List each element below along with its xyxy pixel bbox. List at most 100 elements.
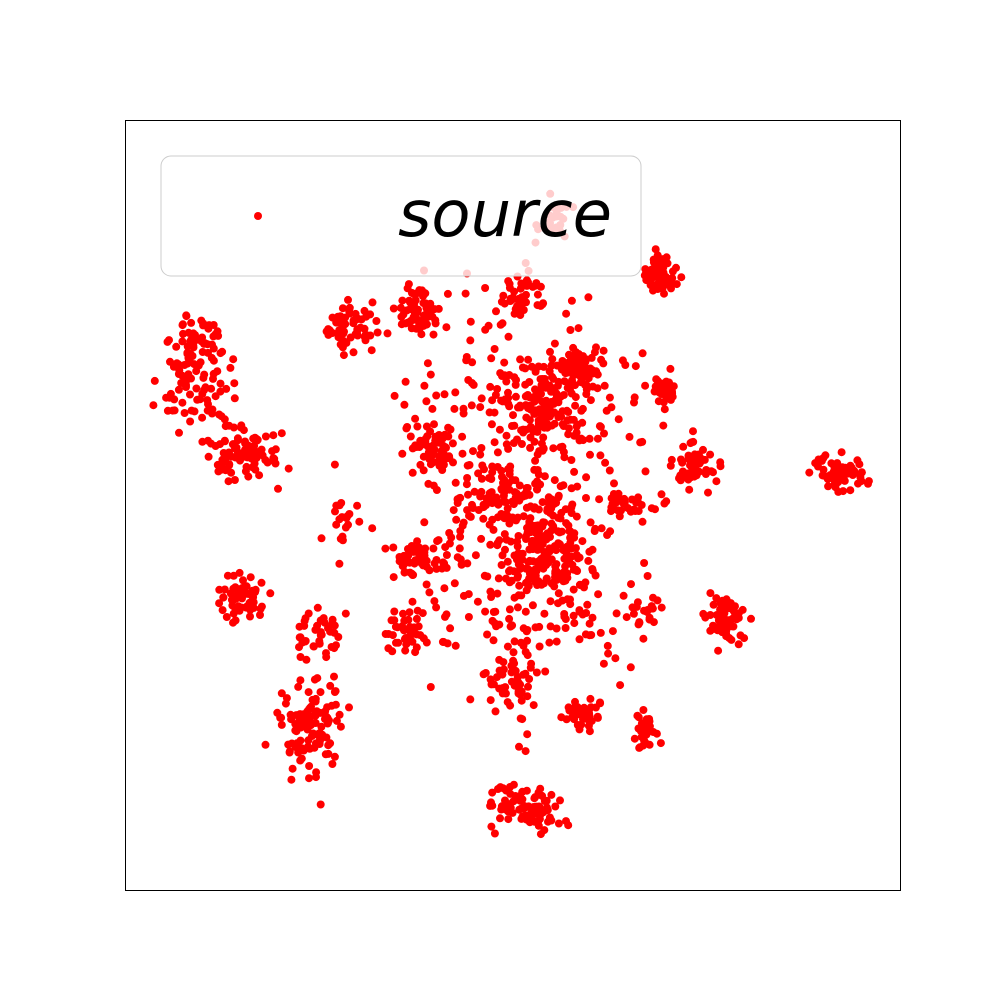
scatter-point xyxy=(638,349,647,358)
scatter-point xyxy=(614,489,623,498)
scatter-point xyxy=(607,503,616,512)
scatter-point xyxy=(458,432,467,441)
plot-frame xyxy=(125,120,901,891)
scatter-point xyxy=(633,497,642,506)
scatter-point xyxy=(247,454,256,463)
scatter-point xyxy=(516,804,525,813)
scatter-point xyxy=(428,404,437,413)
scatter-point xyxy=(579,436,588,445)
scatter-point xyxy=(605,466,614,475)
scatter-point xyxy=(528,536,537,545)
scatter-point xyxy=(593,712,602,721)
scatter-point xyxy=(546,622,555,631)
scatter-point xyxy=(209,344,218,353)
scatter-point xyxy=(581,578,590,587)
scatter-point xyxy=(569,585,578,594)
scatter-point xyxy=(413,422,422,431)
scatter-point xyxy=(597,524,606,533)
scatter-point xyxy=(230,603,239,612)
scatter-point xyxy=(564,424,573,433)
scatter-point xyxy=(479,514,488,523)
scatter-point xyxy=(574,324,583,333)
scatter-point xyxy=(187,318,196,327)
scatter-point xyxy=(251,585,260,594)
scatter-point xyxy=(470,487,479,496)
scatter-point xyxy=(506,462,515,471)
scatter-point xyxy=(634,724,643,733)
scatter-point xyxy=(186,417,195,426)
scatter-point xyxy=(192,367,201,376)
scatter-point xyxy=(390,391,399,400)
scatter-point xyxy=(422,638,431,647)
scatter-point xyxy=(187,374,195,383)
scatter-point xyxy=(712,477,721,486)
scatter-point xyxy=(565,706,574,715)
scatter-point xyxy=(331,687,340,696)
scatter-point xyxy=(430,597,439,606)
scatter-point xyxy=(449,506,458,515)
scatter-point xyxy=(296,736,305,745)
scatter-point xyxy=(685,485,694,494)
scatter-point xyxy=(575,709,583,718)
scatter-point xyxy=(696,458,705,467)
scatter-point xyxy=(574,350,583,358)
scatter-point xyxy=(542,796,551,805)
scatter-point xyxy=(476,492,485,501)
scatter-point xyxy=(562,309,571,318)
scatter-point xyxy=(530,794,539,803)
scatter-point xyxy=(626,663,635,672)
scatter-point xyxy=(389,543,398,552)
scatter-point xyxy=(683,469,692,478)
scatter-point xyxy=(511,666,520,675)
scatter-point xyxy=(284,464,293,473)
scatter-point xyxy=(204,400,212,409)
scatter-point xyxy=(662,253,671,262)
scatter-point xyxy=(551,802,560,811)
scatter-point xyxy=(268,447,277,456)
scatter-point xyxy=(402,306,411,315)
scatter-point xyxy=(384,644,393,653)
scatter-point xyxy=(339,351,348,360)
scatter-point xyxy=(501,689,510,698)
scatter-point xyxy=(294,748,303,757)
scatter-point xyxy=(641,467,650,476)
scatter-point xyxy=(517,696,526,705)
scatter-point xyxy=(534,470,543,479)
scatter-point xyxy=(570,467,579,476)
scatter-point xyxy=(518,363,527,372)
scatter-point xyxy=(533,301,542,310)
scatter-point xyxy=(684,451,693,460)
scatter-point xyxy=(326,681,335,690)
scatter-point xyxy=(467,401,476,410)
scatter-point xyxy=(305,744,314,753)
scatter-point xyxy=(406,568,414,577)
scatter-point xyxy=(514,304,523,313)
scatter-point xyxy=(242,603,250,612)
scatter-point xyxy=(449,458,457,467)
scatter-point xyxy=(388,631,397,640)
scatter-point xyxy=(666,461,675,470)
scatter-point xyxy=(497,396,506,405)
scatter-point xyxy=(458,449,467,458)
scatter-point xyxy=(408,597,417,606)
scatter-point xyxy=(481,607,490,616)
scatter-point xyxy=(261,740,270,749)
scatter-point xyxy=(510,637,519,646)
scatter-point xyxy=(529,701,538,710)
scatter-point xyxy=(505,279,514,288)
scatter-point xyxy=(393,623,402,632)
scatter-point xyxy=(558,407,567,416)
scatter-point xyxy=(451,478,460,487)
scatter-point xyxy=(327,701,336,710)
scatter-point xyxy=(639,706,648,714)
scatter-point xyxy=(344,520,352,529)
scatter-point xyxy=(585,434,594,443)
scatter-point xyxy=(274,484,282,493)
scatter-point xyxy=(643,726,652,735)
scatter-point xyxy=(511,476,520,485)
scatter-point xyxy=(516,564,525,573)
scatter-point xyxy=(540,609,549,618)
scatter-point xyxy=(438,564,446,573)
scatter-point xyxy=(459,404,468,413)
scatter-point xyxy=(515,742,523,751)
